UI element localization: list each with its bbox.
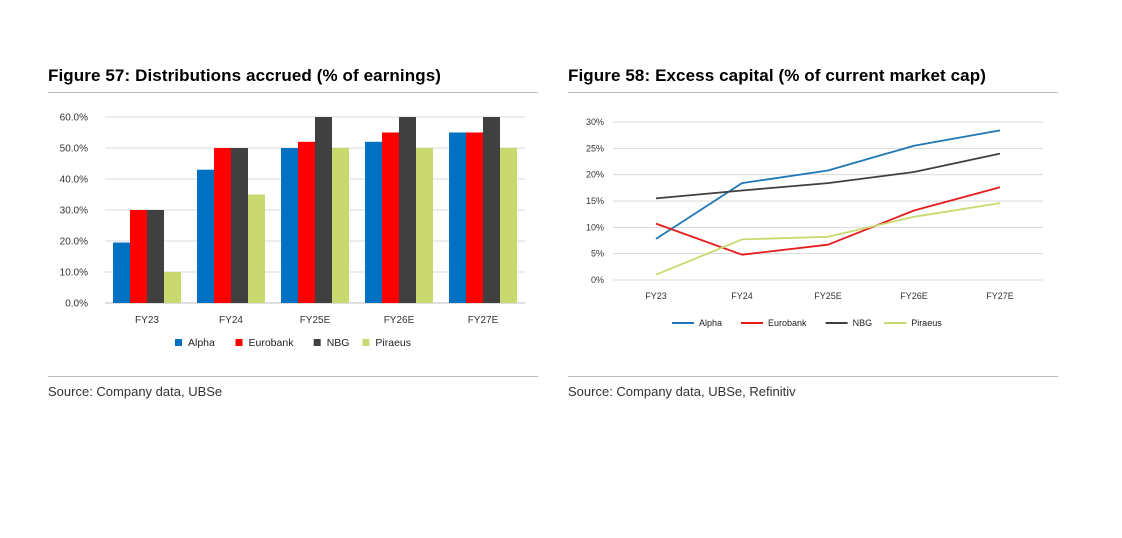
- legend-label-eurobank: Eurobank: [768, 318, 807, 328]
- bar-piraeus: [164, 272, 181, 303]
- figure-57-bar-chart: 0.0% 10.0% 20.0% 30.0% 40.0% 50.0% 60.0% FY23 FY…: [60, 113, 525, 349]
- bar-alpha: [113, 242, 130, 303]
- y-tick-label: 40.0%: [60, 175, 88, 186]
- legend-label-nbg: NBG: [853, 318, 873, 328]
- figure-58-title: Figure 58: Excess capital (% of current …: [568, 66, 986, 85]
- bar-alpha: [449, 132, 466, 303]
- y-tick-label: 0%: [591, 275, 604, 285]
- bar-piraeus: [416, 148, 433, 303]
- legend-label-nbg: NBG: [327, 337, 350, 349]
- x-tick-label: FY25E: [300, 315, 331, 326]
- x-tick-label: FY24: [731, 291, 753, 301]
- legend-swatch-eurobank: [235, 339, 243, 346]
- line-piraeus: [655, 202, 1001, 276]
- bar-nbg: [483, 117, 500, 303]
- figure-57-bottom-rule: [48, 376, 538, 377]
- x-tick-label: FY27E: [468, 315, 499, 326]
- x-tick-label: FY23: [135, 315, 159, 326]
- y-tick-label: 0.0%: [65, 299, 88, 310]
- figure-58-source: Source: Company data, UBSe, Refinitiv: [568, 384, 796, 399]
- legend-label-alpha: Alpha: [188, 337, 215, 349]
- x-tick-label: FY25E: [814, 291, 842, 301]
- y-tick-label: 10.0%: [60, 268, 88, 279]
- bar-alpha: [281, 148, 298, 303]
- legend-label-eurobank: Eurobank: [249, 337, 295, 349]
- bar-eurobank: [214, 148, 231, 303]
- bar-eurobank: [130, 210, 147, 303]
- x-tick-label: FY23: [645, 291, 667, 301]
- y-tick-label: 30%: [586, 117, 604, 127]
- bar-alpha: [365, 141, 382, 303]
- figure-57-title: Figure 57: Distributions accrued (% of e…: [48, 66, 442, 85]
- x-tick-label: FY26E: [900, 291, 928, 301]
- figure-58-line-chart: 0% 5% 10% 15% 20% 25% 30% FY23 FY24 FY25E FY26E FY2…: [586, 117, 1043, 328]
- legend-label-piraeus: Piraeus: [911, 318, 942, 328]
- line-nbg: [655, 152, 1001, 200]
- bar-eurobank: [298, 141, 315, 303]
- bar-eurobank: [382, 132, 399, 303]
- legend-swatch-alpha: [175, 339, 182, 346]
- y-tick-label: 10%: [586, 222, 604, 232]
- y-tick-label: 30.0%: [60, 206, 88, 217]
- legend-swatch-nbg: [313, 339, 321, 346]
- legend-swatch-piraeus: [362, 339, 370, 346]
- x-tick-label: FY24: [219, 315, 243, 326]
- line-alpha: [655, 129, 1001, 240]
- bar-piraeus: [248, 194, 265, 303]
- line-eurobank: [655, 186, 1001, 256]
- bar-piraeus: [500, 148, 517, 303]
- y-tick-label: 15%: [586, 196, 604, 206]
- x-tick-label: FY27E: [986, 291, 1014, 301]
- figure-58-top-rule: [568, 92, 1058, 93]
- figure-57-source: Source: Company data, UBSe: [48, 384, 223, 399]
- y-tick-label: 60.0%: [60, 113, 88, 124]
- figure-58-bottom-rule: [568, 376, 1058, 377]
- legend-label-piraeus: Piraeus: [375, 337, 411, 349]
- figure-57-top-rule: [48, 92, 538, 93]
- y-tick-label: 20%: [586, 170, 604, 180]
- bar-piraeus: [332, 148, 349, 303]
- y-tick-label: 5%: [591, 249, 604, 259]
- bar-nbg: [231, 148, 248, 303]
- x-tick-label: FY26E: [384, 315, 415, 326]
- y-tick-label: 50.0%: [60, 144, 88, 155]
- y-tick-label: 20.0%: [60, 237, 88, 248]
- bar-eurobank: [466, 132, 483, 303]
- y-tick-label: 25%: [586, 143, 604, 153]
- bar-alpha: [197, 169, 214, 303]
- legend-label-alpha: Alpha: [699, 318, 722, 328]
- bar-nbg: [147, 210, 164, 303]
- bar-nbg: [399, 117, 416, 303]
- bar-nbg: [315, 117, 332, 303]
